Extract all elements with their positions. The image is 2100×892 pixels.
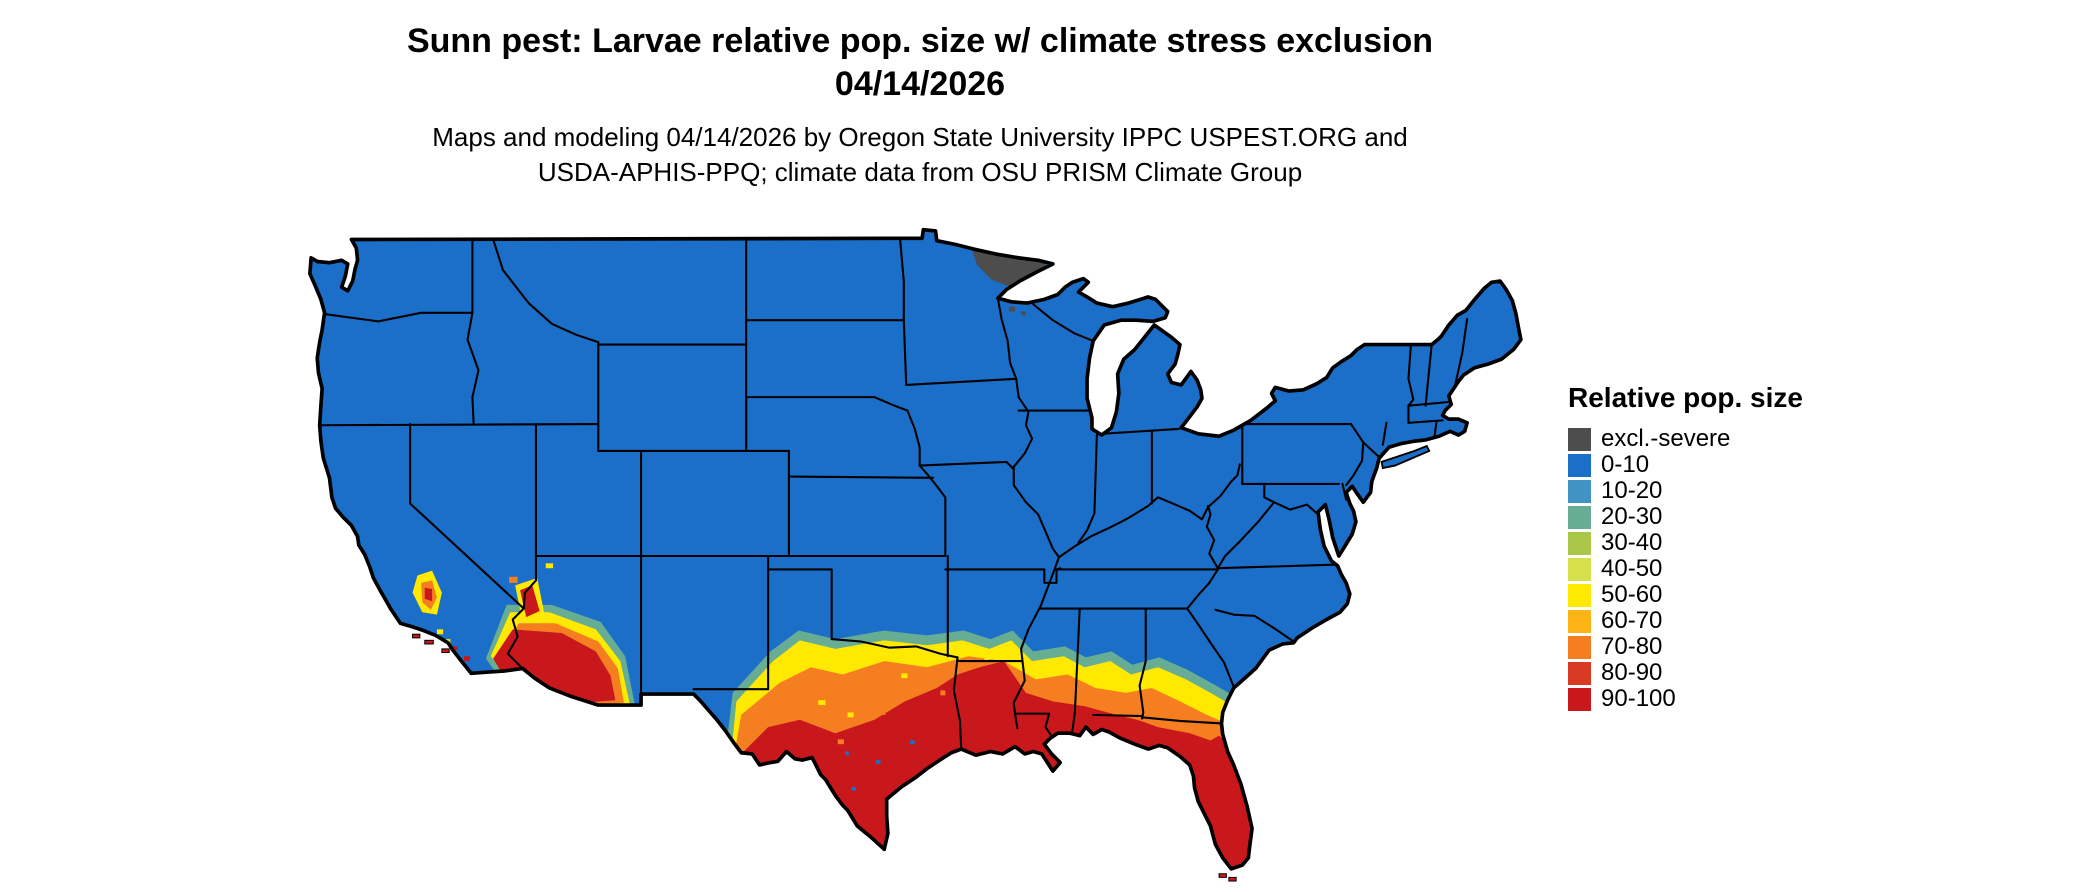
legend-item: 10-20 <box>1568 478 1848 504</box>
legend-title: Relative pop. size <box>1568 382 1803 413</box>
map-title-date: 04/14/2026 <box>834 65 1006 103</box>
legend-items: excl.-severe 0-10 10-20 20-30 30-40 40-50 50-6… <box>1568 426 1848 712</box>
legend-swatch <box>1568 505 1591 529</box>
legend-label: 70-80 <box>1601 633 1663 660</box>
legend-label: 60-70 <box>1601 607 1663 634</box>
legend-item: 0-10 <box>1568 452 1848 478</box>
speckles-red <box>451 646 470 662</box>
legend-item: 60-70 <box>1568 608 1848 634</box>
state-borders <box>318 238 1469 751</box>
channel-islands <box>412 633 450 654</box>
zone-sw-red <box>493 629 616 703</box>
legend-label: excl.-severe <box>1601 425 1731 452</box>
us-outline <box>308 227 1523 871</box>
legend-item: 90-100 <box>1568 686 1848 712</box>
legend-swatch <box>1568 453 1591 477</box>
excl-severe-specks <box>1008 306 1026 316</box>
legend-label: 0-10 <box>1601 451 1650 478</box>
legend: Relative pop. size excl.-severe 0-10 10-20… <box>1568 382 1848 712</box>
legend-label: 50-60 <box>1601 581 1663 608</box>
legend-swatch <box>1568 635 1591 659</box>
us-map <box>305 226 1527 886</box>
legend-item: 20-30 <box>1568 504 1848 530</box>
legend-label: 10-20 <box>1601 477 1663 504</box>
legend-swatch <box>1568 531 1591 555</box>
legend-label: 20-30 <box>1601 503 1663 530</box>
legend-item: excl.-severe <box>1568 426 1848 452</box>
legend-swatch <box>1568 479 1591 503</box>
title-block: Sunn pest: Larvae relative pop. size w/ … <box>130 20 1710 190</box>
map-subtitle-line2: USDA-APHIS-PPQ; climate data from OSU PR… <box>537 157 1303 187</box>
long-island <box>1380 444 1431 470</box>
legend-item: 40-50 <box>1568 556 1848 582</box>
map-title-line1: Sunn pest: Larvae relative pop. size w/ … <box>406 22 1434 60</box>
legend-swatch <box>1568 687 1591 711</box>
legend-item: 50-60 <box>1568 582 1848 608</box>
speckles-orange <box>509 576 1154 745</box>
legend-label: 80-90 <box>1601 659 1663 686</box>
legend-item: 30-40 <box>1568 530 1848 556</box>
map-subtitle-line1: Maps and modeling 04/14/2026 by Oregon S… <box>432 122 1408 152</box>
subtitle-block: Maps and modeling 04/14/2026 by Oregon S… <box>130 120 1710 190</box>
legend-item: 70-80 <box>1568 634 1848 660</box>
legend-swatch <box>1568 557 1591 581</box>
legend-swatch <box>1568 661 1591 685</box>
speckles-blue-rivers <box>845 740 915 791</box>
us-map-svg <box>308 227 1523 882</box>
legend-swatch <box>1568 609 1591 633</box>
legend-label: 30-40 <box>1601 529 1663 556</box>
legend-label: 40-50 <box>1601 555 1663 582</box>
zone-central-valley-red <box>424 587 433 602</box>
legend-item: 80-90 <box>1568 660 1848 686</box>
florida-keys <box>1218 873 1237 882</box>
legend-label: 90-100 <box>1601 685 1676 712</box>
legend-swatch <box>1568 427 1591 451</box>
legend-swatch <box>1568 583 1591 607</box>
